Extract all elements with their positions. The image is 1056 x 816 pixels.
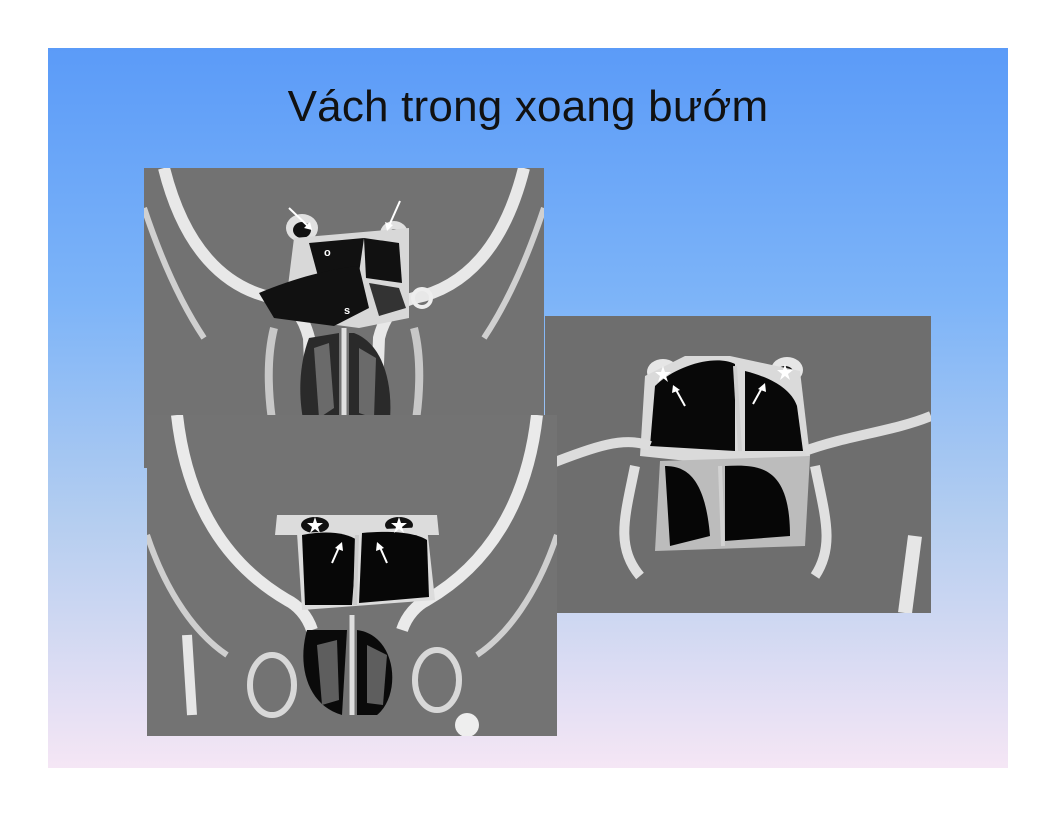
ct-image-coronal-bottom bbox=[147, 415, 557, 736]
slide-title: Vách trong xoang bướm bbox=[287, 82, 769, 131]
ct-image-coronal-top: o s bbox=[144, 168, 544, 468]
slide: Vách trong xoang bướm bbox=[48, 48, 1008, 768]
label-o: o bbox=[324, 247, 331, 259]
label-s: s bbox=[344, 305, 350, 317]
ct-image-coronal-right bbox=[545, 316, 931, 613]
